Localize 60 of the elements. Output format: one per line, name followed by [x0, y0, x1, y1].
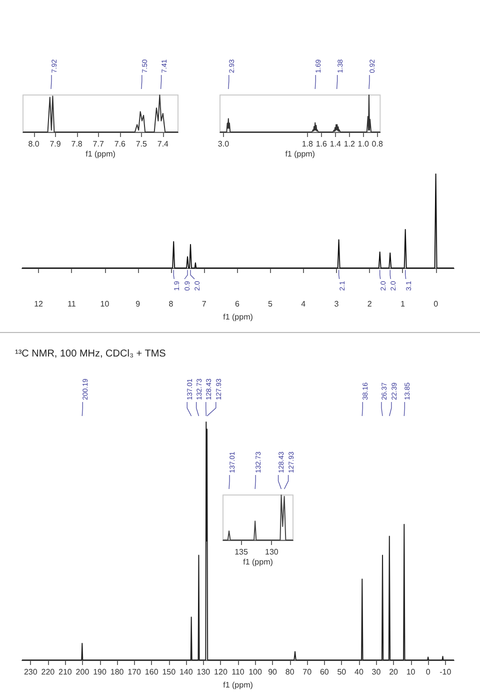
x-tick-label: 1.8	[302, 140, 314, 148]
x-tick-label: -10	[440, 668, 452, 676]
x-tick-label: 130	[196, 668, 211, 676]
x-tick-label: 0.8	[372, 140, 384, 148]
x-tick-label: 50	[337, 668, 347, 676]
x-tick-label: 160	[144, 668, 159, 676]
x-tick-label: 7.5	[136, 140, 148, 148]
x-tick-label: 1.2	[344, 140, 356, 148]
x-tick-label: 6	[234, 300, 240, 308]
x-tick-label: 230	[24, 668, 38, 676]
x-tick-label: 170	[128, 668, 142, 676]
x-axis-title: f1 (ppm)	[86, 150, 116, 158]
x-tick-label: 2	[367, 300, 372, 308]
x-tick-label: 8	[168, 300, 174, 308]
x-tick-label: 180	[110, 668, 124, 676]
x-tick-label: 1.0	[358, 140, 370, 148]
x-axis-title: f1 (ppm)	[243, 558, 274, 566]
x-tick-label: 7.6	[114, 140, 126, 148]
x-tick-label: 7.8	[71, 140, 83, 148]
x-tick-label: 7.9	[50, 140, 62, 148]
x-tick-label: 4	[301, 300, 306, 308]
x-tick-label: 12	[34, 300, 44, 308]
x-tick-label: 150	[162, 668, 176, 676]
x-axis-title: f1 (ppm)	[223, 680, 254, 690]
x-tick-label: 60	[320, 668, 330, 676]
x-tick-label: 1.6	[316, 140, 328, 148]
x-tick-label: 210	[58, 668, 72, 676]
x-tick-label: 20	[389, 668, 399, 676]
x-tick-label: 7.4	[157, 140, 170, 148]
x-tick-label: 135	[234, 548, 248, 556]
x-tick-label: 10	[406, 668, 416, 676]
x-tick-label: 70	[302, 668, 312, 676]
x-tick-label: 9	[136, 300, 141, 308]
x-tick-label: 120	[214, 668, 228, 676]
x-tick-label: 90	[268, 668, 278, 676]
x-tick-label: 40	[354, 668, 364, 676]
x-tick-label: 220	[41, 668, 56, 676]
x-tick-label: 7	[202, 300, 207, 308]
x-tick-label: 11	[68, 300, 76, 308]
x-tick-label: 7.7	[92, 140, 104, 148]
x-tick-label: 3.0	[218, 140, 230, 148]
x-tick-label: 200	[76, 668, 90, 676]
x-tick-label: 1.4	[330, 140, 342, 148]
x-tick-label: 30	[372, 668, 382, 676]
x-tick-label: 140	[179, 668, 194, 676]
x-tick-label: 3	[334, 300, 340, 308]
x-tick-label: 0	[426, 668, 431, 676]
x-tick-label: 1	[400, 300, 406, 308]
x-tick-label: 5	[268, 300, 274, 308]
x-tick-label: 100	[248, 668, 262, 676]
x-tick-label: 0	[434, 300, 439, 308]
x-tick-label: 8.0	[28, 140, 40, 148]
x-tick-label: 190	[93, 668, 107, 676]
chart-title: ¹³C NMR, 100 MHz, CDCl₃ + TMS	[15, 348, 166, 360]
x-axis-title: f1 (ppm)	[223, 312, 254, 322]
x-tick-label: 80	[285, 668, 295, 676]
x-tick-label: 10	[100, 300, 110, 308]
x-tick-label: 110	[232, 668, 245, 676]
x-tick-label: 130	[265, 548, 279, 556]
x-axis-title: f1 (ppm)	[285, 150, 316, 158]
